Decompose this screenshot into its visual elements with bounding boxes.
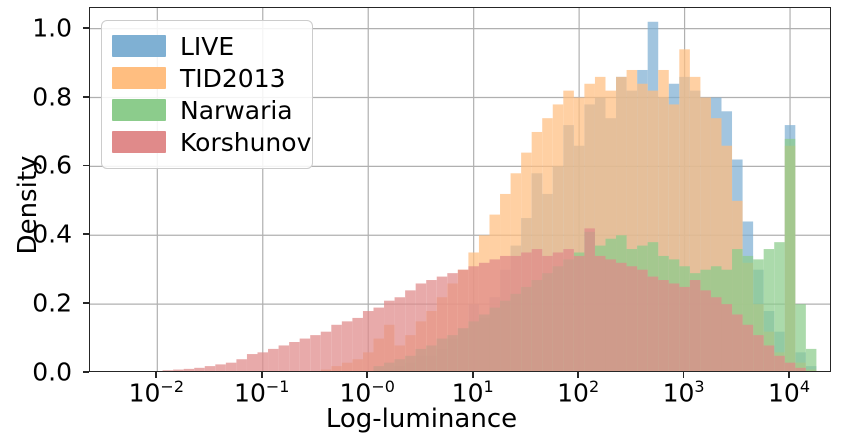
x-tick-label: 102 [557,377,600,408]
y-tick-label: 0.4 [32,219,72,249]
x-tick-mark [577,372,580,378]
y-tick-label: 0.2 [32,288,72,318]
legend-label-narwaria: Narwaria [180,95,293,125]
legend-swatch-live [112,35,166,57]
x-tick-mark [471,372,474,378]
legend-swatch-narwaria [112,99,166,121]
x-tick-label: 103 [662,377,705,408]
plot-area [89,7,831,372]
x-tick-label: 10−0 [339,377,395,408]
y-tick-mark [83,233,89,236]
legend-item-narwaria: Narwaria [112,94,302,126]
legend-swatch-tid2013 [112,67,166,89]
x-axis-title: Log-luminance [325,404,518,434]
histogram-bars [90,8,830,371]
y-tick-mark [83,95,89,98]
legend-item-tid2013: TID2013 [112,62,302,94]
legend: LIVE TID2013 Narwaria Korshunov [101,20,313,169]
x-tick-mark [682,372,685,378]
y-tick-mark [83,371,89,373]
x-tick-label: 101 [451,377,494,408]
x-tick-mark [155,372,158,378]
legend-label-korshunov: Korshunov [180,127,312,157]
y-tick-label: 0.6 [32,150,72,180]
legend-swatch-korshunov [112,131,166,153]
y-tick-mark [83,164,89,167]
y-tick-mark [83,302,89,305]
x-tick-mark [788,372,790,378]
y-tick-label: 0.8 [32,82,72,112]
y-tick-label: 0.0 [32,357,72,387]
y-tick-mark [83,26,89,29]
x-tick-mark [260,372,263,378]
x-tick-mark [366,372,369,378]
x-tick-label: 10−1 [234,377,290,408]
x-tick-label: 104 [768,377,811,408]
legend-item-korshunov: Korshunov [112,126,311,158]
legend-label-live: LIVE [180,31,235,61]
y-tick-label: 1.0 [32,13,72,43]
legend-label-tid2013: TID2013 [180,63,286,93]
x-tick-label: 10−2 [128,377,184,408]
legend-item-live: LIVE [112,30,302,62]
